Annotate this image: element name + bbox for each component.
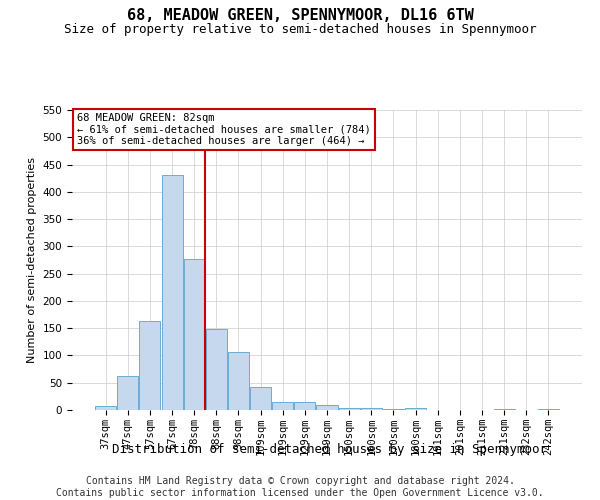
Bar [338,408,359,410]
Bar [161,176,182,410]
Text: 68 MEADOW GREEN: 82sqm
← 61% of semi-detached houses are smaller (784)
36% of se: 68 MEADOW GREEN: 82sqm ← 61% of semi-det… [77,113,371,146]
Bar [206,328,227,410]
Bar [538,409,559,410]
Bar [139,321,160,410]
Bar [383,409,404,410]
Bar [272,402,293,410]
Text: Contains HM Land Registry data © Crown copyright and database right 2024.
Contai: Contains HM Land Registry data © Crown c… [56,476,544,498]
Bar [184,259,205,410]
Text: Size of property relative to semi-detached houses in Spennymoor: Size of property relative to semi-detach… [64,22,536,36]
Text: 68, MEADOW GREEN, SPENNYMOOR, DL16 6TW: 68, MEADOW GREEN, SPENNYMOOR, DL16 6TW [127,8,473,22]
Bar [361,408,382,410]
Bar [316,405,338,410]
Text: Distribution of semi-detached houses by size in Spennymoor: Distribution of semi-detached houses by … [113,442,548,456]
Bar [295,402,316,410]
Bar [250,386,271,410]
Bar [95,406,116,410]
Bar [405,408,426,410]
Bar [118,376,139,410]
Bar [228,352,249,410]
Y-axis label: Number of semi-detached properties: Number of semi-detached properties [27,157,37,363]
Bar [494,409,515,410]
